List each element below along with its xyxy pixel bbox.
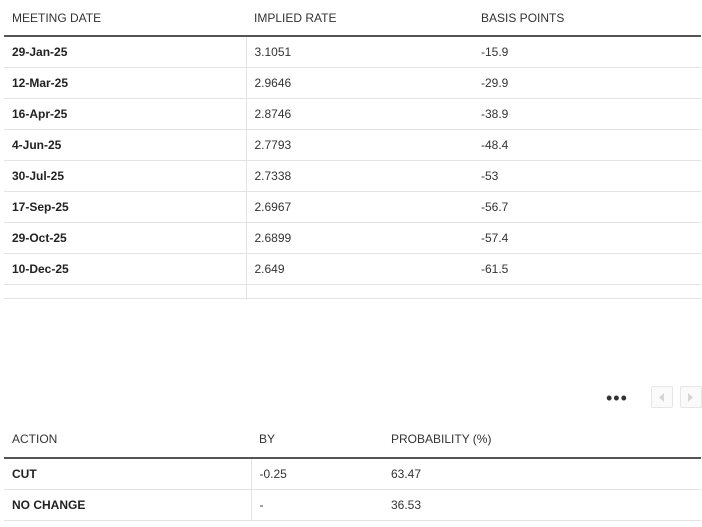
meetings-table: MEETING DATE IMPLIED RATE BASIS POINTS 2… [4, 0, 701, 299]
implied-rate-cell: 2.7793 [245, 129, 473, 161]
previous-page-button[interactable] [651, 386, 673, 408]
table-row: NO CHANGE - 36.53 [4, 489, 701, 521]
implied-rate-cell: 2.7338 [245, 160, 473, 192]
basis-points-cell: -48.4 [473, 129, 701, 161]
basis-points-cell: -57.4 [473, 222, 701, 254]
meeting-date-cell: 16-Apr-25 [4, 98, 246, 130]
meeting-date-cell: 17-Sep-25 [4, 191, 246, 223]
chevron-left-icon [659, 393, 664, 402]
implied-rate-cell: 2.649 [245, 253, 473, 285]
implied-rate-cell: 2.9646 [245, 67, 473, 99]
table-row: 16-Apr-25 2.8746 -38.9 [4, 98, 701, 130]
empty-row [4, 284, 701, 299]
action-cell: CUT [4, 458, 251, 490]
implied-rate-cell: 2.6967 [245, 191, 473, 223]
action-table: ACTION BY PROBABILITY (%) CUT -0.25 63.4… [4, 421, 701, 521]
meeting-date-cell: 29-Jan-25 [4, 36, 246, 68]
meeting-date-cell: 12-Mar-25 [4, 67, 246, 99]
implied-rate-cell: 2.6899 [245, 222, 473, 254]
by-cell: -0.25 [250, 458, 383, 490]
basis-points-cell: -15.9 [473, 36, 701, 68]
table-row: 29-Oct-25 2.6899 -57.4 [4, 222, 701, 254]
header-meeting-date[interactable]: MEETING DATE [4, 0, 246, 37]
chevron-right-icon [688, 393, 693, 402]
more-options-icon[interactable]: ••• [606, 388, 628, 408]
basis-points-cell: -56.7 [473, 191, 701, 223]
action-header-row: ACTION BY PROBABILITY (%) [4, 421, 701, 459]
table-row: CUT -0.25 63.47 [4, 458, 701, 490]
meeting-date-cell: 10-Dec-25 [4, 253, 246, 285]
basis-points-cell: -29.9 [473, 67, 701, 99]
header-action[interactable]: ACTION [4, 421, 251, 459]
table-row: 4-Jun-25 2.7793 -48.4 [4, 129, 701, 161]
implied-rate-cell: 3.1051 [245, 36, 473, 68]
header-basis-points[interactable]: BASIS POINTS [473, 0, 701, 37]
table-row: 17-Sep-25 2.6967 -56.7 [4, 191, 701, 223]
by-cell: - [250, 489, 383, 521]
next-page-button[interactable] [680, 386, 702, 408]
probability-cell: 63.47 [383, 458, 701, 490]
basis-points-cell: -38.9 [473, 98, 701, 130]
meeting-date-cell: 29-Oct-25 [4, 222, 246, 254]
header-by[interactable]: BY [251, 421, 383, 459]
meetings-header-row: MEETING DATE IMPLIED RATE BASIS POINTS [4, 0, 701, 37]
table-row: 30-Jul-25 2.7338 -53 [4, 160, 701, 192]
meeting-date-cell: 4-Jun-25 [4, 129, 246, 161]
implied-rate-cell: 2.8746 [245, 98, 473, 130]
empty-cell [4, 284, 246, 299]
probability-cell: 36.53 [383, 489, 701, 521]
empty-cell [473, 284, 701, 299]
action-cell: NO CHANGE [4, 489, 251, 521]
basis-points-cell: -61.5 [473, 253, 701, 285]
table-row: 29-Jan-25 3.1051 -15.9 [4, 36, 701, 68]
header-probability[interactable]: PROBABILITY (%) [383, 421, 701, 459]
table-toolbar: ••• [0, 386, 702, 411]
empty-cell [245, 284, 473, 299]
table-row: 10-Dec-25 2.649 -61.5 [4, 253, 701, 285]
meeting-date-cell: 30-Jul-25 [4, 160, 246, 192]
table-row: 12-Mar-25 2.9646 -29.9 [4, 67, 701, 99]
basis-points-cell: -53 [473, 160, 701, 192]
header-implied-rate[interactable]: IMPLIED RATE [246, 0, 473, 37]
